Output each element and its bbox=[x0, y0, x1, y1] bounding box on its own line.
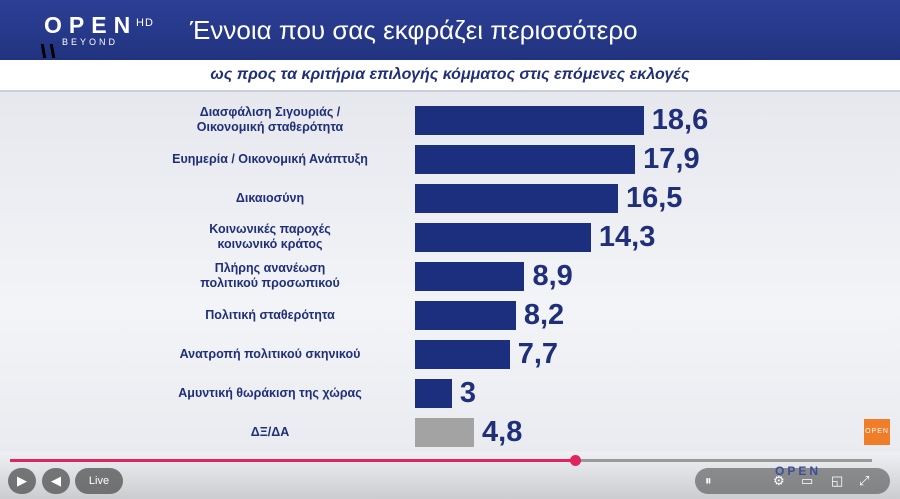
progress-knob[interactable] bbox=[569, 455, 581, 466]
header: OPEN BEYOND HD Έννοια που σας εκφράζει π… bbox=[0, 0, 900, 60]
volume-icon: ◀ bbox=[51, 473, 61, 488]
category-label-line: Πολιτική σταθερότητα bbox=[205, 307, 335, 322]
bar bbox=[415, 379, 452, 408]
bar bbox=[415, 340, 510, 369]
subtitle-bar: ως προς τα κριτήρια επιλογής κόμματος στ… bbox=[0, 60, 900, 92]
logo-main: OPEN bbox=[44, 12, 138, 38]
chart-title: Έννοια που σας εκφράζει περισσότερο bbox=[190, 15, 638, 45]
category-label-line: Κοινωνικές παροχές bbox=[209, 222, 331, 236]
settings-icon[interactable]: ⚙ bbox=[773, 473, 785, 488]
subtitles-icon[interactable]: ▭ bbox=[801, 473, 814, 488]
category-label: Πλήρης ανανέωση πολιτικού προσωπικού bbox=[150, 261, 390, 291]
logo-sub: BEYOND bbox=[62, 37, 119, 47]
category-label: Ευημερία / Οικονομική Ανάπτυξη bbox=[150, 152, 390, 167]
value-label: 8,2 bbox=[523, 299, 565, 331]
category-label: ΔΞ/ΔΑ bbox=[150, 425, 390, 440]
volume-button[interactable]: ◀ bbox=[42, 468, 70, 494]
progress-fill bbox=[10, 459, 575, 462]
bar bbox=[415, 418, 475, 447]
cast-icon[interactable]: ◱ bbox=[831, 473, 844, 488]
play-icon: ▶ bbox=[17, 473, 27, 488]
value-label: 16,5 bbox=[625, 182, 683, 214]
category-label-line: Οικονομική σταθερότητα bbox=[196, 120, 344, 134]
bar bbox=[415, 184, 618, 213]
value-label: 8,9 bbox=[532, 260, 573, 292]
category-label: Πολιτική σταθερότητα bbox=[150, 308, 390, 323]
category-label-line: Διασφάλιση Σιγουριάς / bbox=[199, 105, 341, 119]
category-label-line: πολιτικού προσωπικού bbox=[200, 276, 340, 290]
category-label: Ανατροπή πολιτικού σκηνικού bbox=[150, 347, 390, 362]
fullscreen-icon[interactable]: ⤢ bbox=[859, 473, 870, 488]
logo-hd: HD bbox=[136, 17, 154, 29]
channel-logo: OPEN BEYOND HD bbox=[44, 12, 153, 48]
category-label: Δικαιοσύνη bbox=[150, 191, 390, 206]
channel-watermark: OPEN bbox=[775, 464, 822, 478]
chart-subtitle: ως προς τα κριτήρια επιλογής κόμματος στ… bbox=[210, 66, 690, 83]
value-label: 18,6 bbox=[651, 104, 709, 136]
player-right-controls: ⏸ ⚙ ▭ ◱ ⤢ bbox=[695, 468, 890, 494]
category-label: Αμυντική θωράκιση της χώρας bbox=[150, 386, 390, 401]
category-label-line: ΔΞ/ΔΑ bbox=[250, 424, 290, 439]
category-label-line: Αμυντική θωράκιση της χώρας bbox=[178, 385, 362, 400]
pause-icon[interactable]: ⏸ bbox=[705, 473, 712, 488]
value-label: 3 bbox=[459, 377, 477, 409]
bar bbox=[415, 262, 525, 291]
live-button[interactable]: Live bbox=[75, 468, 123, 494]
category-label: Κοινωνικές παροχές κοινωνικό κράτος bbox=[150, 222, 390, 252]
value-label: 17,9 bbox=[643, 143, 700, 175]
mourning-ribbon-icon bbox=[40, 44, 56, 58]
category-label-line: Ανατροπή πολιτικού σκηνικού bbox=[179, 346, 361, 361]
category-label-line: Πλήρης ανανέωση bbox=[214, 261, 326, 275]
bar-chart: Διασφάλιση Σιγουριάς / Οικονομική σταθερό… bbox=[0, 92, 900, 452]
value-label: 7,7 bbox=[517, 338, 559, 370]
value-label: 4,8 bbox=[482, 416, 523, 448]
play-button[interactable]: ▶ bbox=[8, 468, 36, 494]
category-label: Διασφάλιση Σιγουριάς / Οικονομική σταθερό… bbox=[150, 105, 390, 135]
bar bbox=[415, 223, 591, 252]
category-label-line: κοινωνικό κράτος bbox=[217, 237, 323, 251]
bar bbox=[415, 301, 516, 330]
open-badge: OPEN bbox=[864, 419, 890, 445]
category-label-line: Δικαιοσύνη bbox=[235, 190, 305, 205]
value-label: 14,3 bbox=[598, 221, 656, 253]
bar bbox=[415, 106, 644, 135]
category-label-line: Ευημερία / Οικονομική Ανάπτυξη bbox=[172, 151, 368, 166]
bar bbox=[415, 145, 636, 174]
